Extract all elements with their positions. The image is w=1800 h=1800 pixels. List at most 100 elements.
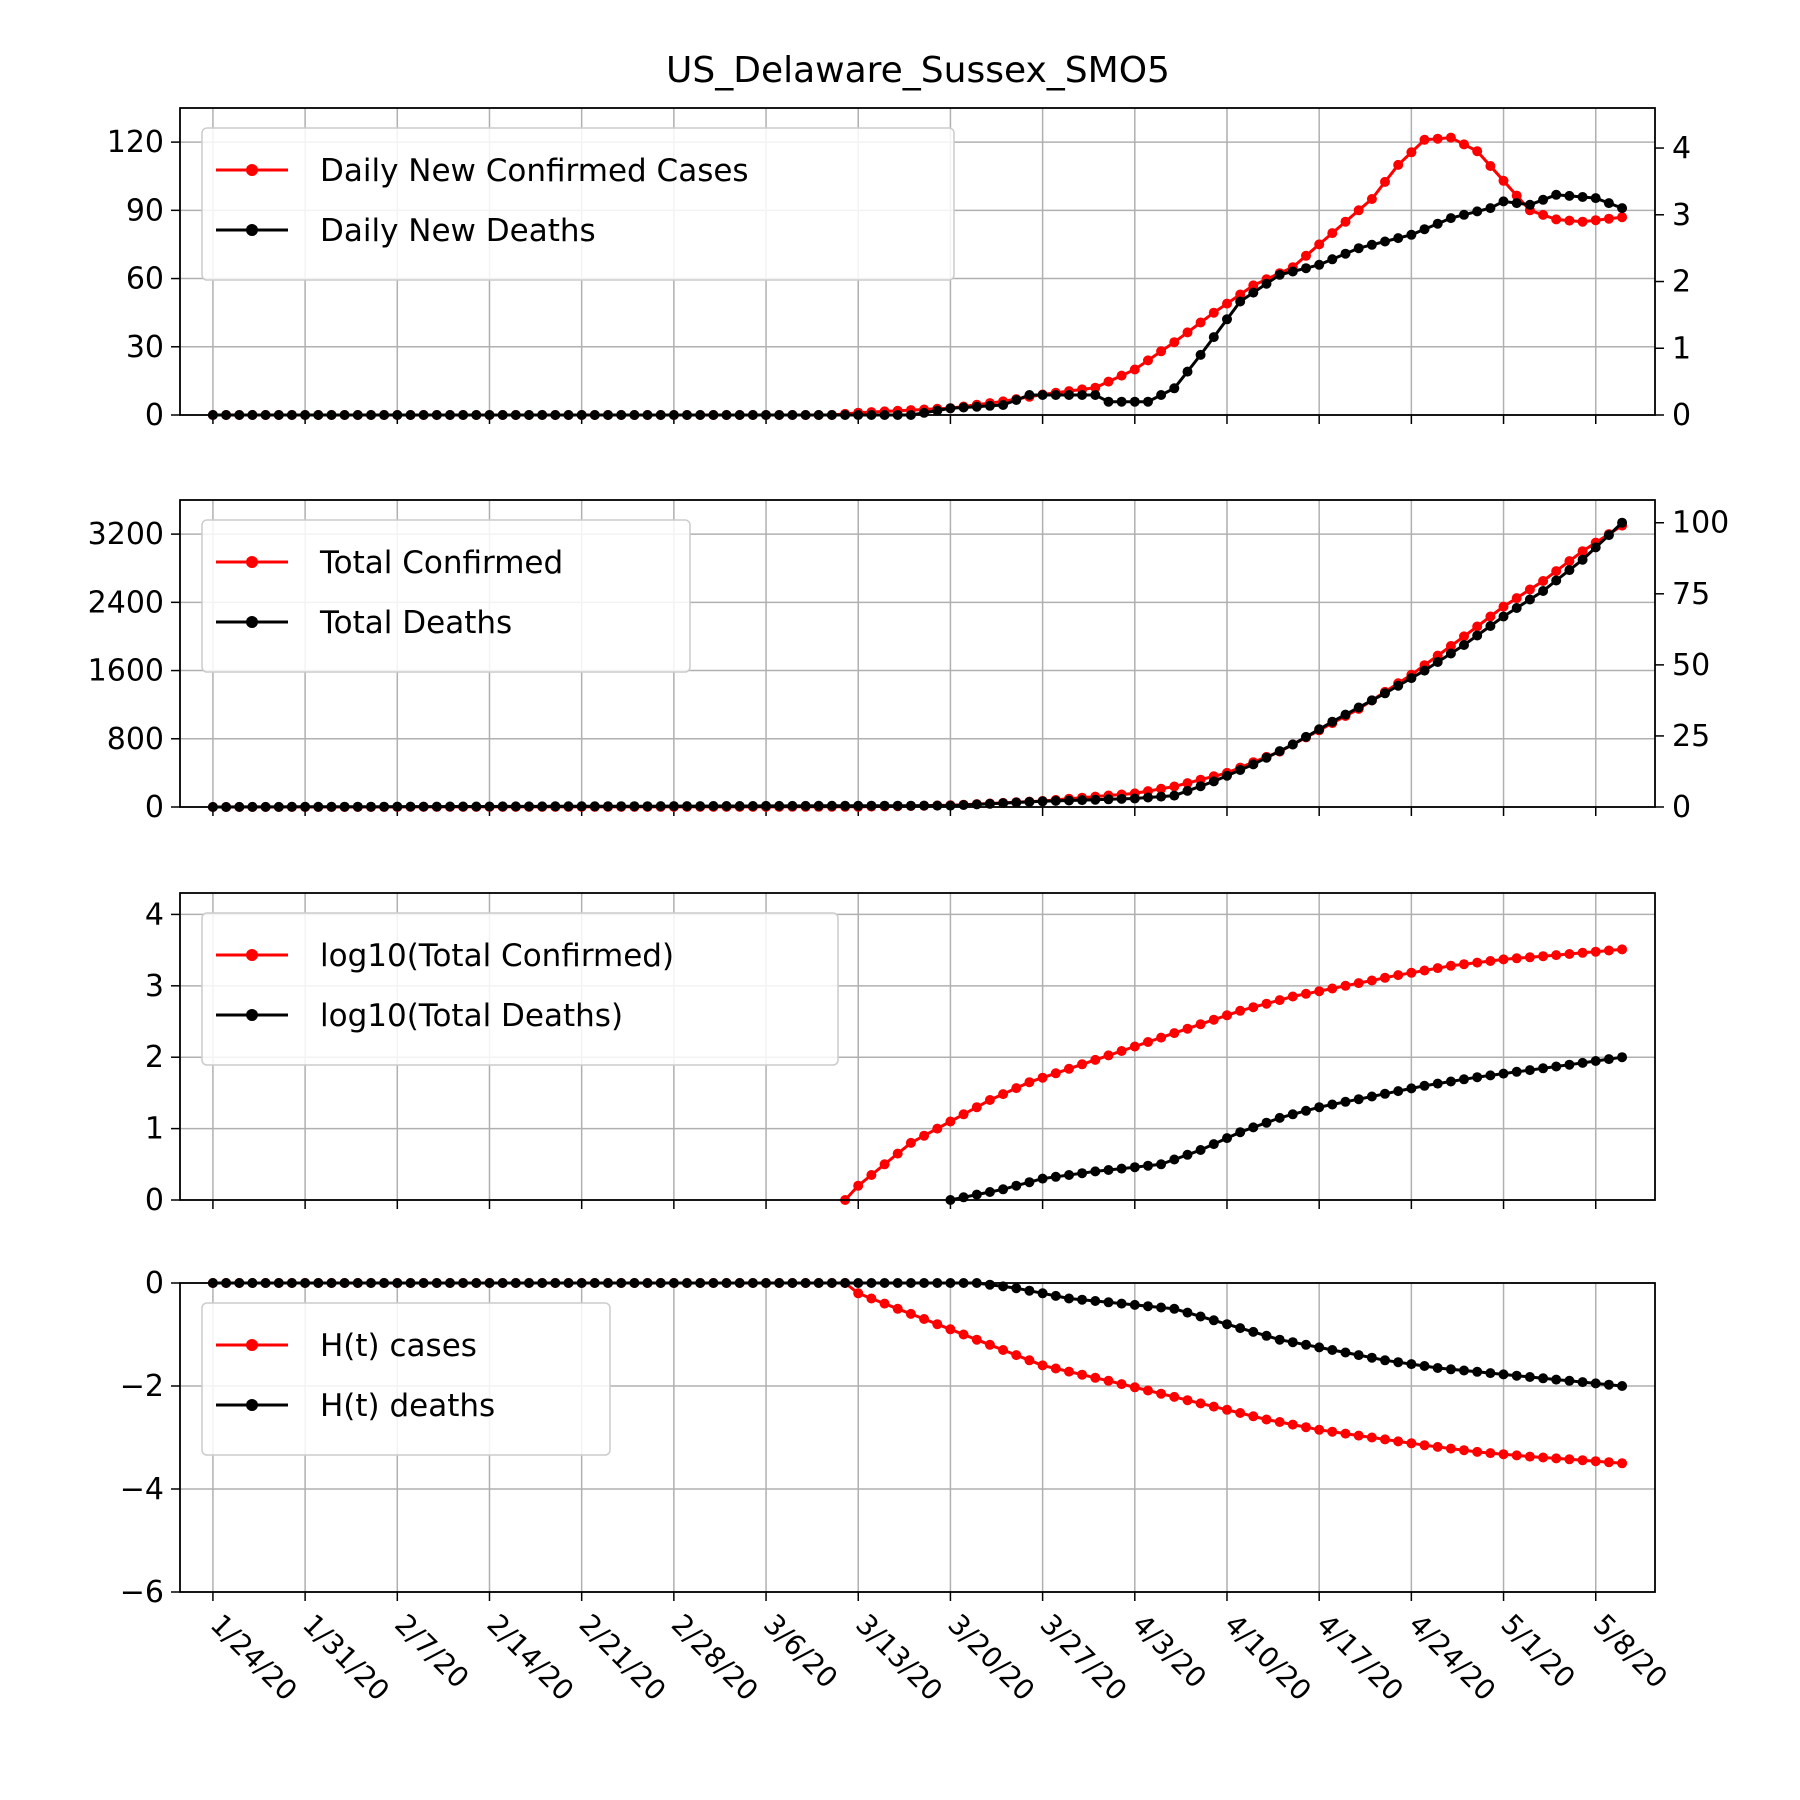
- data-point: [1024, 1077, 1035, 1088]
- data-point: [1090, 1372, 1101, 1383]
- data-point: [1406, 1359, 1417, 1370]
- data-point: [1050, 1068, 1061, 1079]
- data-point: [998, 798, 1009, 809]
- data-point: [1590, 193, 1601, 204]
- x-tick-label: 4/10/20: [1218, 1608, 1318, 1708]
- y2-tick-label: 2: [1672, 265, 1691, 300]
- x-tick-label: 3/27/20: [1034, 1608, 1134, 1708]
- data-point: [1472, 1366, 1483, 1377]
- data-point: [1156, 346, 1167, 357]
- data-point: [1498, 1068, 1509, 1079]
- data-point: [1419, 665, 1430, 676]
- data-point: [984, 400, 995, 411]
- data-point: [1077, 1059, 1088, 1070]
- data-point: [1472, 1072, 1483, 1083]
- data-point: [1340, 1347, 1351, 1358]
- data-point: [1577, 1377, 1588, 1388]
- data-point: [1432, 657, 1443, 667]
- legend-marker: [246, 616, 258, 628]
- data-point: [1287, 266, 1298, 277]
- data-point: [1327, 716, 1338, 727]
- data-point: [1314, 724, 1325, 735]
- data-point: [1301, 250, 1311, 261]
- data-point: [1340, 1096, 1351, 1107]
- data-point: [1472, 146, 1483, 157]
- data-point: [1432, 218, 1443, 229]
- data-point: [1617, 1458, 1628, 1469]
- data-point: [1248, 1002, 1259, 1013]
- data-point: [1314, 239, 1325, 250]
- data-point: [1287, 1419, 1298, 1430]
- data-point: [1380, 1355, 1390, 1366]
- data-point: [866, 1170, 877, 1180]
- data-point: [971, 401, 982, 412]
- data-point: [1538, 576, 1549, 586]
- data-point: [1182, 366, 1193, 377]
- data-point: [1432, 1078, 1443, 1089]
- data-point: [1156, 791, 1167, 802]
- y2-tick-label: 75: [1672, 577, 1710, 612]
- legend-marker: [246, 556, 258, 568]
- y-tick-label: 90: [126, 193, 164, 228]
- y-tick-label: 0: [145, 1183, 164, 1218]
- legend-box: [201, 127, 955, 281]
- data-point: [1261, 1414, 1272, 1425]
- axes-frame: [179, 499, 1656, 808]
- data-point: [1024, 390, 1035, 400]
- data-point: [1459, 209, 1469, 220]
- data-point: [1538, 586, 1549, 596]
- data-point: [1485, 621, 1496, 631]
- y2-tick-label: 50: [1672, 648, 1710, 683]
- data-point: [1169, 790, 1180, 801]
- data-point: [892, 1148, 903, 1159]
- data-point: [1577, 216, 1588, 227]
- data-point: [1182, 785, 1193, 796]
- y-tick-label: 0: [145, 398, 164, 433]
- legend-label: H(t) deaths: [320, 1388, 495, 1424]
- data-point: [1314, 986, 1325, 997]
- data-point: [1380, 176, 1390, 187]
- data-point: [1617, 212, 1628, 223]
- data-point: [1538, 1063, 1549, 1074]
- data-point: [998, 1281, 1009, 1292]
- data-point: [1524, 584, 1535, 595]
- data-point: [1419, 1361, 1430, 1371]
- series-line: [950, 1055, 1623, 1202]
- data-point: [1564, 1059, 1575, 1070]
- legend-box: [201, 1302, 611, 1456]
- data-point: [1459, 640, 1469, 650]
- y-tick-label: 0: [145, 1266, 164, 1301]
- data-point: [1406, 1083, 1417, 1094]
- data-point: [1511, 190, 1522, 201]
- data-point: [1366, 975, 1377, 986]
- data-point: [1485, 161, 1496, 171]
- data-point: [1498, 611, 1509, 622]
- data-point: [1222, 1010, 1232, 1021]
- data-point: [1393, 1086, 1404, 1097]
- data-point: [1564, 215, 1575, 226]
- data-point: [1577, 1057, 1588, 1068]
- data-point: [1353, 702, 1364, 713]
- data-point: [1445, 960, 1456, 971]
- data-point: [721, 801, 732, 811]
- data-point: [1301, 263, 1311, 274]
- data-point: [734, 801, 745, 811]
- data-point: [1617, 1052, 1628, 1063]
- data-point: [1564, 949, 1575, 959]
- data-point: [1129, 396, 1140, 407]
- legend-marker: [246, 164, 258, 176]
- data-point: [1393, 159, 1404, 170]
- data-point: [1485, 956, 1496, 966]
- data-point: [1301, 1105, 1311, 1116]
- data-point: [1511, 603, 1522, 613]
- data-point: [1538, 1452, 1549, 1463]
- data-point: [1590, 542, 1601, 553]
- axes-frame: [179, 1282, 1656, 1593]
- y2-tick-label: 25: [1672, 719, 1710, 754]
- data-point: [1551, 1374, 1562, 1385]
- legend-label: Total Deaths: [319, 605, 512, 641]
- data-point: [1195, 1398, 1206, 1409]
- axes-frame: [179, 892, 1656, 1201]
- data-point: [1248, 287, 1259, 298]
- data-point: [1445, 641, 1456, 651]
